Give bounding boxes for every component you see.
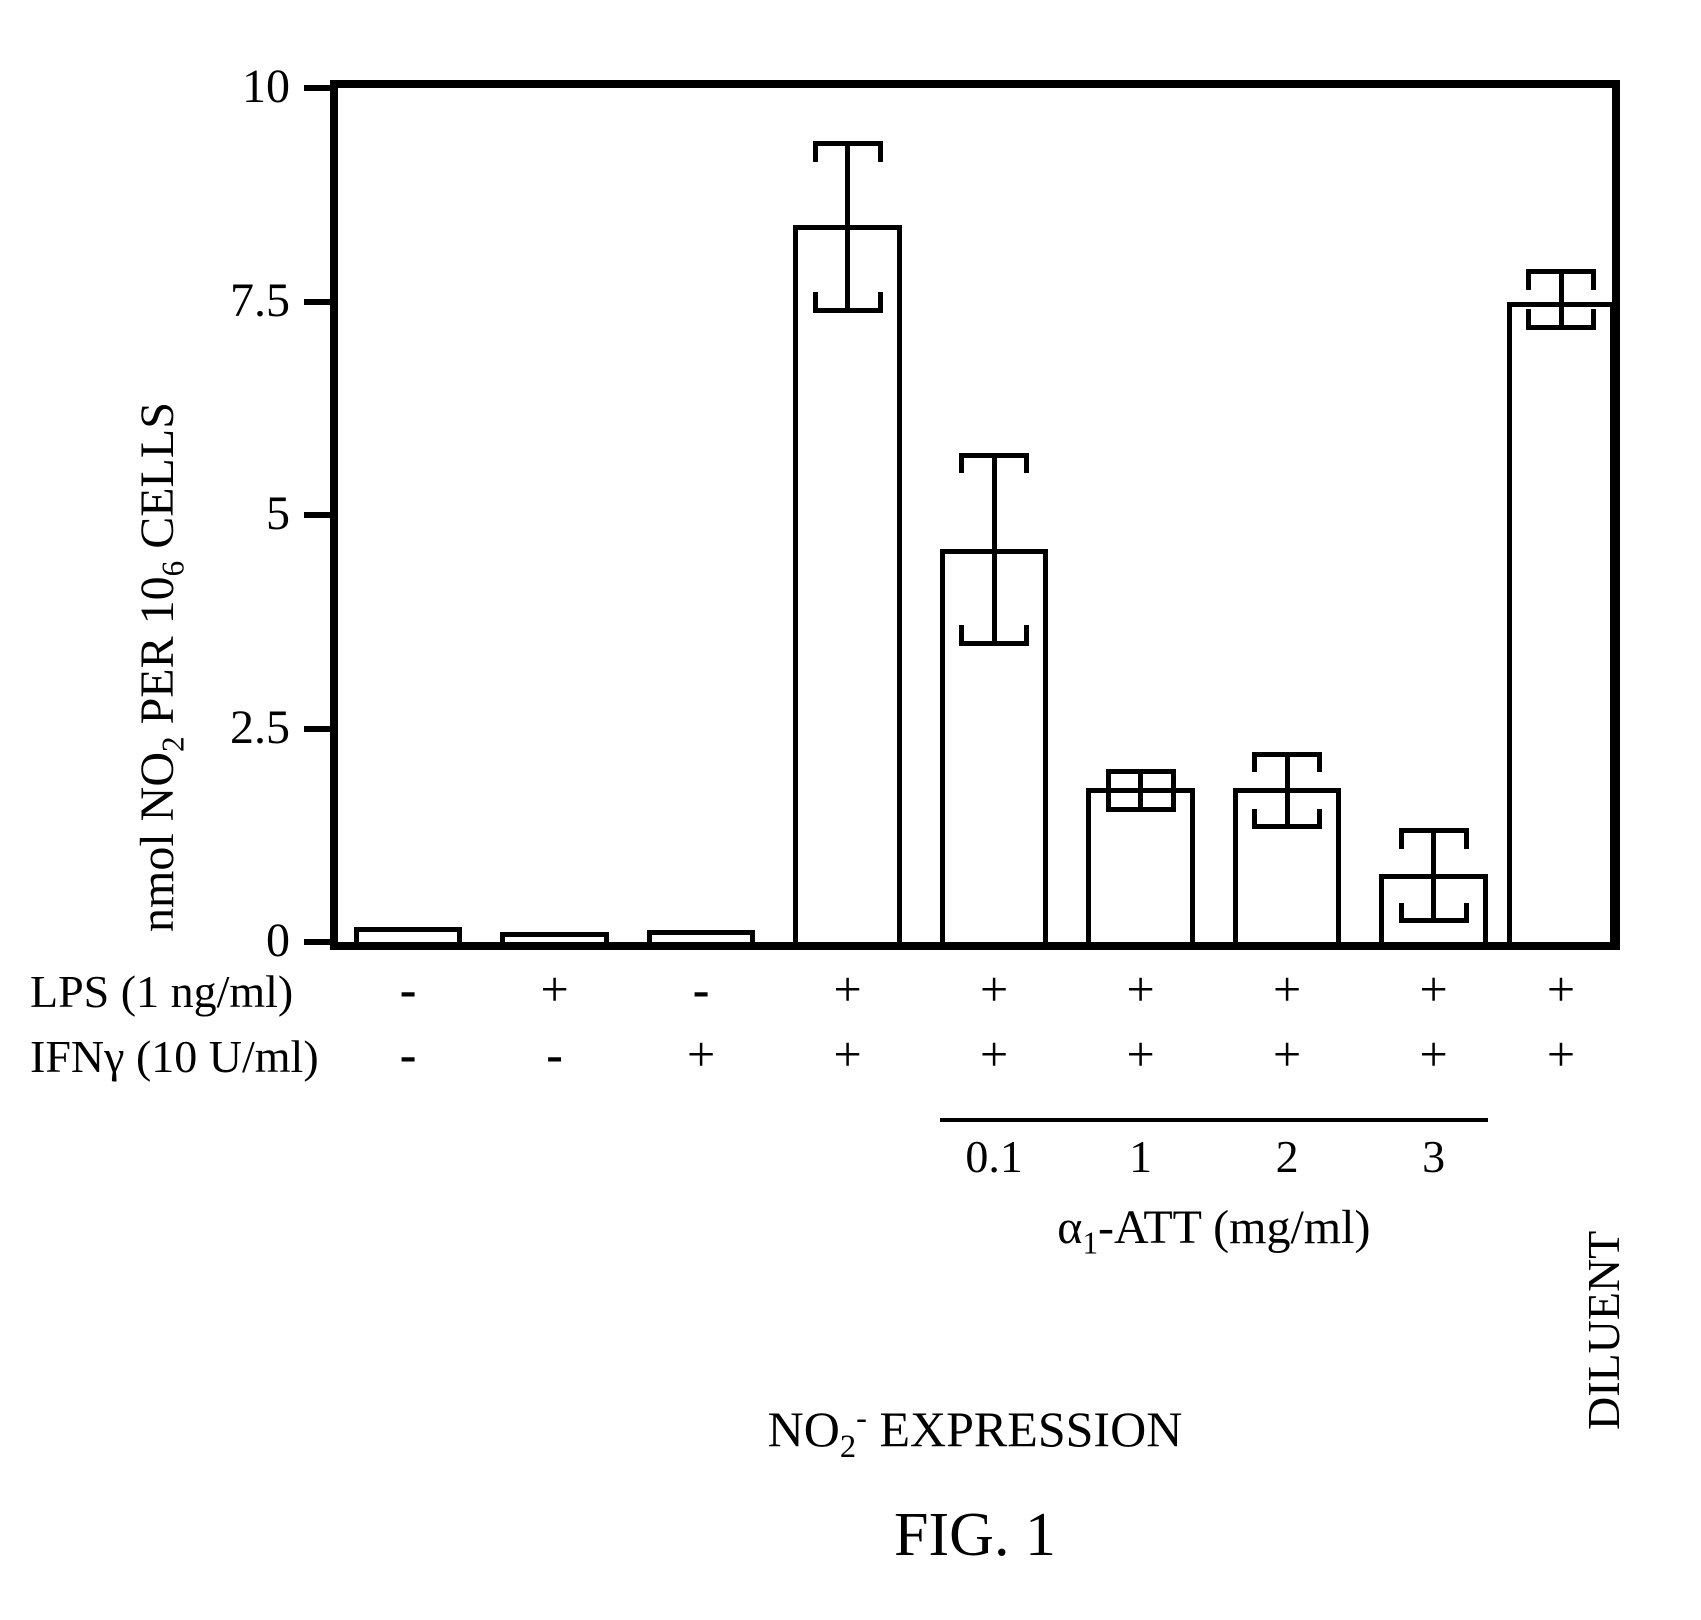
ytick-mark: [304, 85, 330, 91]
condition-symbol: +: [818, 1025, 878, 1083]
errorbar-serif: [1252, 809, 1257, 827]
errorbar-cap: [959, 453, 1029, 458]
ytick-label: 10: [0, 59, 290, 114]
chart-bar: [500, 932, 608, 942]
condition-symbol: +: [1531, 1025, 1591, 1083]
condition-symbol: +: [1111, 1025, 1171, 1083]
row-header-lps: LPS (1 ng/ml): [30, 965, 293, 1018]
condition-symbol: +: [1257, 960, 1317, 1018]
errorbar-serif: [1317, 809, 1322, 827]
errorbar-serif: [1106, 792, 1111, 810]
errorbar-serif: [1464, 903, 1469, 921]
ytick-label: 0: [0, 913, 290, 968]
errorbar-cap: [1106, 807, 1176, 812]
chart-title: NO2- EXPRESSION: [675, 1400, 1275, 1466]
figure-root: nmol NO2 PER 106 CELLS LPS (1 ng/ml) IFN…: [0, 0, 1701, 1620]
condition-symbol: -: [525, 1025, 585, 1083]
ytick-mark: [304, 299, 330, 305]
errorbar-serif: [1171, 771, 1176, 789]
condition-symbol: +: [1404, 1025, 1464, 1083]
errorbar-serif: [1399, 903, 1404, 921]
errorbar-serif: [878, 144, 883, 162]
errorbar-serif: [959, 455, 964, 473]
errorbar-cap: [1252, 824, 1322, 829]
y-axis-label: nmol NO2 PER 106 CELLS: [130, 402, 192, 932]
ytick-mark: [304, 726, 330, 732]
condition-symbol: +: [1404, 960, 1464, 1018]
errorbar-cap: [959, 641, 1029, 646]
chart-bar: [1507, 302, 1615, 943]
ytick-label: 7.5: [0, 273, 290, 328]
errorbar-line: [845, 144, 850, 311]
diluent-label: DILUENT: [1577, 1231, 1630, 1430]
errorbar-line: [1559, 272, 1564, 328]
chart-bar: [793, 225, 901, 942]
errorbar-serif: [1526, 272, 1531, 290]
att-label: α1-ATT (mg/ml): [984, 1200, 1444, 1262]
condition-symbol: -: [671, 960, 731, 1018]
condition-symbol: +: [964, 1025, 1024, 1083]
chart-bar: [647, 930, 755, 942]
errorbar-serif: [1591, 309, 1596, 327]
chart-bar: [354, 927, 462, 942]
errorbar-serif: [1464, 831, 1469, 849]
errorbar-serif: [878, 292, 883, 310]
errorbar-serif: [813, 144, 818, 162]
figure-caption: FIG. 1: [825, 1500, 1125, 1571]
ytick-mark: [304, 939, 330, 945]
errorbar-serif: [1252, 754, 1257, 772]
row-header-ifng: IFNγ (10 U/ml): [30, 1030, 319, 1083]
errorbar-serif: [1024, 455, 1029, 473]
condition-symbol: +: [964, 960, 1024, 1018]
ytick-mark: [304, 512, 330, 518]
att-value: 0.1: [944, 1130, 1044, 1183]
errorbar-cap: [1399, 918, 1469, 923]
errorbar-cap: [1526, 269, 1596, 274]
errorbar-line: [1138, 771, 1143, 809]
ytick-label: 2.5: [0, 700, 290, 755]
errorbar-serif: [1171, 792, 1176, 810]
errorbar-cap: [813, 141, 883, 146]
errorbar-serif: [1399, 831, 1404, 849]
errorbar-cap: [1106, 769, 1176, 774]
errorbar-cap: [1526, 325, 1596, 330]
condition-symbol: -: [378, 960, 438, 1018]
errorbar-serif: [1591, 272, 1596, 290]
errorbar-line: [1431, 831, 1436, 921]
errorbar-cap: [813, 308, 883, 313]
ytick-label: 5: [0, 486, 290, 541]
errorbar-serif: [1024, 625, 1029, 643]
errorbar-line: [1285, 754, 1290, 827]
condition-symbol: +: [1257, 1025, 1317, 1083]
errorbar-cap: [1399, 828, 1469, 833]
condition-symbol: +: [1111, 960, 1171, 1018]
att-value: 2: [1237, 1130, 1337, 1183]
condition-symbol: -: [378, 1025, 438, 1083]
errorbar-serif: [813, 292, 818, 310]
condition-symbol: +: [671, 1025, 731, 1083]
errorbar-serif: [1106, 771, 1111, 789]
errorbar-cap: [1252, 752, 1322, 757]
condition-symbol: +: [1531, 960, 1591, 1018]
condition-symbol: +: [525, 960, 585, 1018]
att-overline: [940, 1118, 1488, 1122]
errorbar-serif: [1317, 754, 1322, 772]
errorbar-serif: [959, 625, 964, 643]
condition-symbol: +: [818, 960, 878, 1018]
att-value: 3: [1384, 1130, 1484, 1183]
errorbar-line: [992, 455, 997, 643]
errorbar-serif: [1526, 309, 1531, 327]
att-value: 1: [1091, 1130, 1191, 1183]
